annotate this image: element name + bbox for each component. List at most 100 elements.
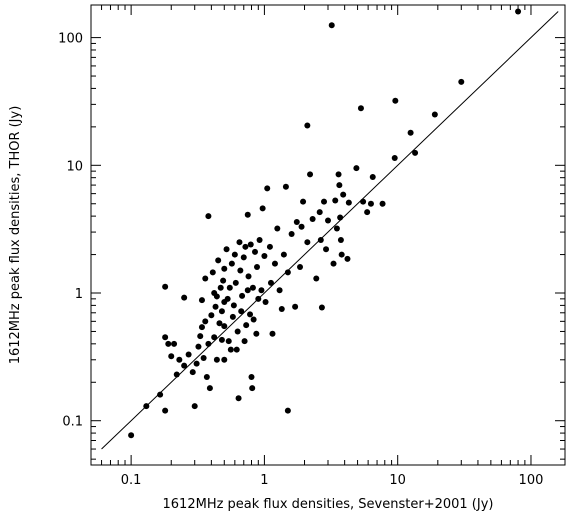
data-point — [345, 199, 352, 206]
data-point — [218, 308, 225, 315]
data-point — [335, 171, 342, 178]
data-point — [217, 284, 224, 291]
data-point — [240, 254, 247, 261]
data-point — [236, 239, 243, 246]
data-point — [162, 334, 169, 341]
y-tick-label: 10 — [66, 159, 83, 174]
data-point — [225, 338, 232, 345]
data-point — [171, 340, 178, 347]
data-point — [227, 346, 234, 353]
data-point — [321, 198, 328, 205]
data-point — [267, 279, 274, 286]
data-point — [262, 299, 269, 306]
data-point — [230, 302, 237, 309]
data-point — [258, 287, 265, 294]
data-point — [212, 303, 219, 310]
data-point — [195, 343, 202, 350]
x-axis-title: 1612MHz peak flux densities, Sevenster+2… — [163, 497, 494, 512]
data-point — [209, 269, 216, 276]
data-point — [431, 111, 438, 118]
data-point — [259, 205, 266, 212]
data-point — [278, 305, 285, 312]
data-point — [128, 432, 135, 439]
axis-ticks — [90, 5, 565, 465]
data-point — [264, 185, 271, 192]
data-point — [293, 218, 300, 225]
data-point — [458, 78, 465, 85]
x-tick-label: 10 — [389, 473, 406, 488]
data-point — [181, 294, 188, 301]
data-point — [250, 316, 257, 323]
data-point — [234, 328, 241, 335]
data-point — [181, 362, 188, 369]
data-point — [412, 149, 419, 156]
data-point — [208, 312, 215, 319]
data-point — [220, 277, 227, 284]
data-point — [206, 385, 213, 392]
data-point — [228, 260, 235, 267]
data-point — [197, 333, 204, 340]
data-point — [202, 318, 209, 325]
data-point — [243, 322, 250, 329]
data-point — [266, 243, 273, 250]
data-point — [244, 287, 251, 294]
data-point — [337, 214, 344, 221]
data-point — [330, 260, 337, 267]
data-point — [328, 22, 335, 29]
data-point — [332, 197, 339, 204]
data-point — [162, 283, 169, 290]
data-point — [344, 255, 351, 262]
data-point — [317, 237, 324, 244]
data-point — [213, 356, 220, 363]
data-point — [313, 275, 320, 282]
data-point — [288, 230, 295, 237]
data-point — [198, 324, 205, 331]
data-point — [249, 385, 256, 392]
data-point — [205, 213, 212, 220]
data-point — [176, 356, 183, 363]
data-point — [325, 217, 331, 224]
data-point — [221, 323, 228, 330]
data-point — [189, 369, 196, 376]
data-point — [304, 122, 311, 129]
y-tick-label: 0.1 — [62, 415, 83, 430]
data-point — [229, 313, 236, 320]
data-point — [269, 330, 276, 337]
data-point — [357, 105, 364, 112]
data-point — [304, 239, 311, 246]
data-point — [218, 336, 225, 343]
data-point — [318, 304, 325, 311]
data-point — [274, 225, 281, 232]
data-point — [298, 223, 305, 230]
data-point — [333, 225, 340, 232]
data-point — [392, 97, 399, 104]
data-point — [300, 198, 307, 205]
data-point — [379, 200, 386, 207]
data-point — [248, 373, 255, 380]
data-point — [241, 338, 248, 345]
data-point — [244, 211, 251, 218]
data-points — [128, 8, 522, 439]
data-point — [211, 334, 218, 341]
data-point — [407, 129, 414, 136]
data-point — [198, 297, 205, 304]
data-point — [316, 209, 323, 216]
y-tick-label: 1 — [75, 287, 83, 302]
x-tick-label: 0.1 — [121, 473, 142, 488]
data-point — [247, 241, 254, 248]
data-point — [239, 292, 246, 299]
data-point — [233, 346, 240, 353]
data-point — [242, 243, 249, 250]
data-point — [353, 165, 360, 172]
data-point — [254, 263, 261, 270]
data-point — [340, 191, 347, 198]
data-point — [253, 330, 260, 337]
data-point — [221, 356, 228, 363]
data-point — [202, 275, 209, 282]
data-point — [238, 308, 245, 315]
data-point — [232, 279, 239, 286]
reference-line — [101, 11, 559, 450]
data-point — [271, 260, 278, 267]
axis-tick-labels: 0.1 1 10 100 0.1 1 10 100 — [58, 32, 543, 488]
